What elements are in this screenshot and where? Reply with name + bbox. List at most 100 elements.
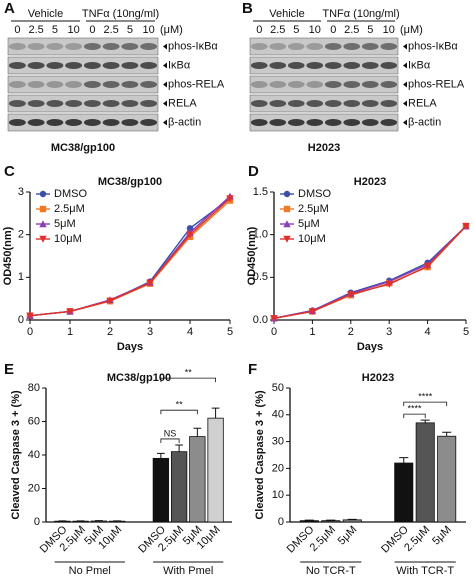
x-tick-label: 0 <box>271 326 277 338</box>
x-tick-label: 4 <box>425 326 431 338</box>
row-label: phos-RELA <box>168 78 225 90</box>
blot-band <box>324 100 342 107</box>
row-label: phos-RELA <box>408 78 465 90</box>
significance-bracket <box>160 409 198 415</box>
blot-band <box>46 62 64 69</box>
bar <box>189 436 206 523</box>
group-label: TNFα (10ng/ml) <box>322 8 399 20</box>
blot-band <box>46 81 64 88</box>
blot-band <box>140 62 158 69</box>
error-bar <box>211 407 220 419</box>
y-tick-label: 20 <box>272 462 284 474</box>
group-label: No Pmel <box>69 565 111 577</box>
legend-label: 10μM <box>54 233 82 245</box>
blot-band <box>250 81 268 88</box>
bar <box>152 457 170 523</box>
row-arrow <box>403 100 407 107</box>
cell-line-label: H2023 <box>308 142 340 154</box>
y-tick-label: 40 <box>28 449 40 461</box>
error-bar <box>420 419 430 423</box>
panel-label: D <box>248 163 259 180</box>
blot-band <box>380 100 398 107</box>
blot-band <box>343 62 361 69</box>
concentration-label: 10 <box>383 24 395 36</box>
legend-label: DMSO <box>54 188 87 200</box>
blot-band <box>380 62 398 69</box>
legend-label: 2.5μM <box>54 203 85 215</box>
blot-band <box>8 119 26 126</box>
blot-band <box>65 81 83 88</box>
row-arrow <box>163 62 167 69</box>
blot-band <box>380 119 398 126</box>
x-tick-label: 1 <box>309 326 315 338</box>
concentration-label: 5 <box>293 24 299 36</box>
y-tick-label: 1 <box>18 271 24 283</box>
blot-band <box>102 62 120 69</box>
blot-band <box>140 119 158 126</box>
row-label: IκBα <box>168 59 191 71</box>
chart-title: MC38/gp100 <box>107 372 171 384</box>
blot-band <box>250 100 268 107</box>
legend-label: 5μM <box>298 218 320 230</box>
blot-strip <box>249 37 399 56</box>
blot-band <box>121 119 139 126</box>
blot-band <box>361 100 379 107</box>
concentration-label: 2.5 <box>28 24 43 36</box>
blot-band <box>343 43 361 50</box>
blot-band <box>8 81 26 88</box>
data-point <box>106 297 114 305</box>
legend-marker <box>39 205 47 213</box>
row-arrow <box>403 81 407 88</box>
y-tick-label: 0.5 <box>253 271 268 283</box>
significance-label: **** <box>407 404 422 414</box>
x-tick-label: 2 <box>107 326 113 338</box>
blot-band <box>380 81 398 88</box>
data-point <box>26 312 34 320</box>
x-tick-label: 5 <box>463 326 469 338</box>
legend-marker <box>39 220 47 228</box>
legend-marker <box>39 235 47 243</box>
group-label: With TCR-T <box>396 565 454 577</box>
x-tick-label: 5 <box>227 326 233 338</box>
legend-marker <box>283 235 291 243</box>
blot-band <box>287 43 305 50</box>
concentration-label: 10 <box>68 24 80 36</box>
blot-band <box>121 100 139 107</box>
error-bar <box>193 427 202 437</box>
blot-band <box>27 119 45 126</box>
y-tick-label: 0 <box>278 516 284 528</box>
bar <box>415 422 435 523</box>
bar <box>342 519 362 523</box>
series-line <box>29 197 231 317</box>
x-tick-label: 0 <box>27 326 33 338</box>
blot-strip <box>249 56 399 75</box>
blot-strip <box>249 94 399 113</box>
blot-band <box>65 43 83 50</box>
blot-band <box>27 81 45 88</box>
x-axis-label: Days <box>117 341 143 353</box>
bar <box>394 462 414 523</box>
legend-label: DMSO <box>298 188 331 200</box>
significance-bracket <box>403 413 426 419</box>
legend-marker <box>283 205 291 213</box>
panel-label: F <box>248 361 257 378</box>
y-tick-label: 3 <box>18 186 24 198</box>
blot-band <box>361 119 379 126</box>
data-point <box>66 308 74 316</box>
y-tick-label: 60 <box>28 415 40 427</box>
blot-strip <box>7 75 159 94</box>
data-point <box>186 225 194 232</box>
x-tick-label: 5μM <box>336 524 360 548</box>
concentration-label: 5 <box>367 24 373 36</box>
concentration-label: 2.5 <box>103 24 118 36</box>
x-tick-label: 2 <box>348 326 354 338</box>
error-bar <box>347 518 357 520</box>
bar <box>299 520 319 523</box>
concentration-label: 0 <box>89 24 95 36</box>
blot-band <box>269 100 287 107</box>
blot-strip <box>7 56 159 75</box>
blot-band <box>8 62 26 69</box>
data-point <box>423 263 432 270</box>
y-tick-label: 20 <box>28 482 40 494</box>
blot-strip <box>7 113 159 132</box>
